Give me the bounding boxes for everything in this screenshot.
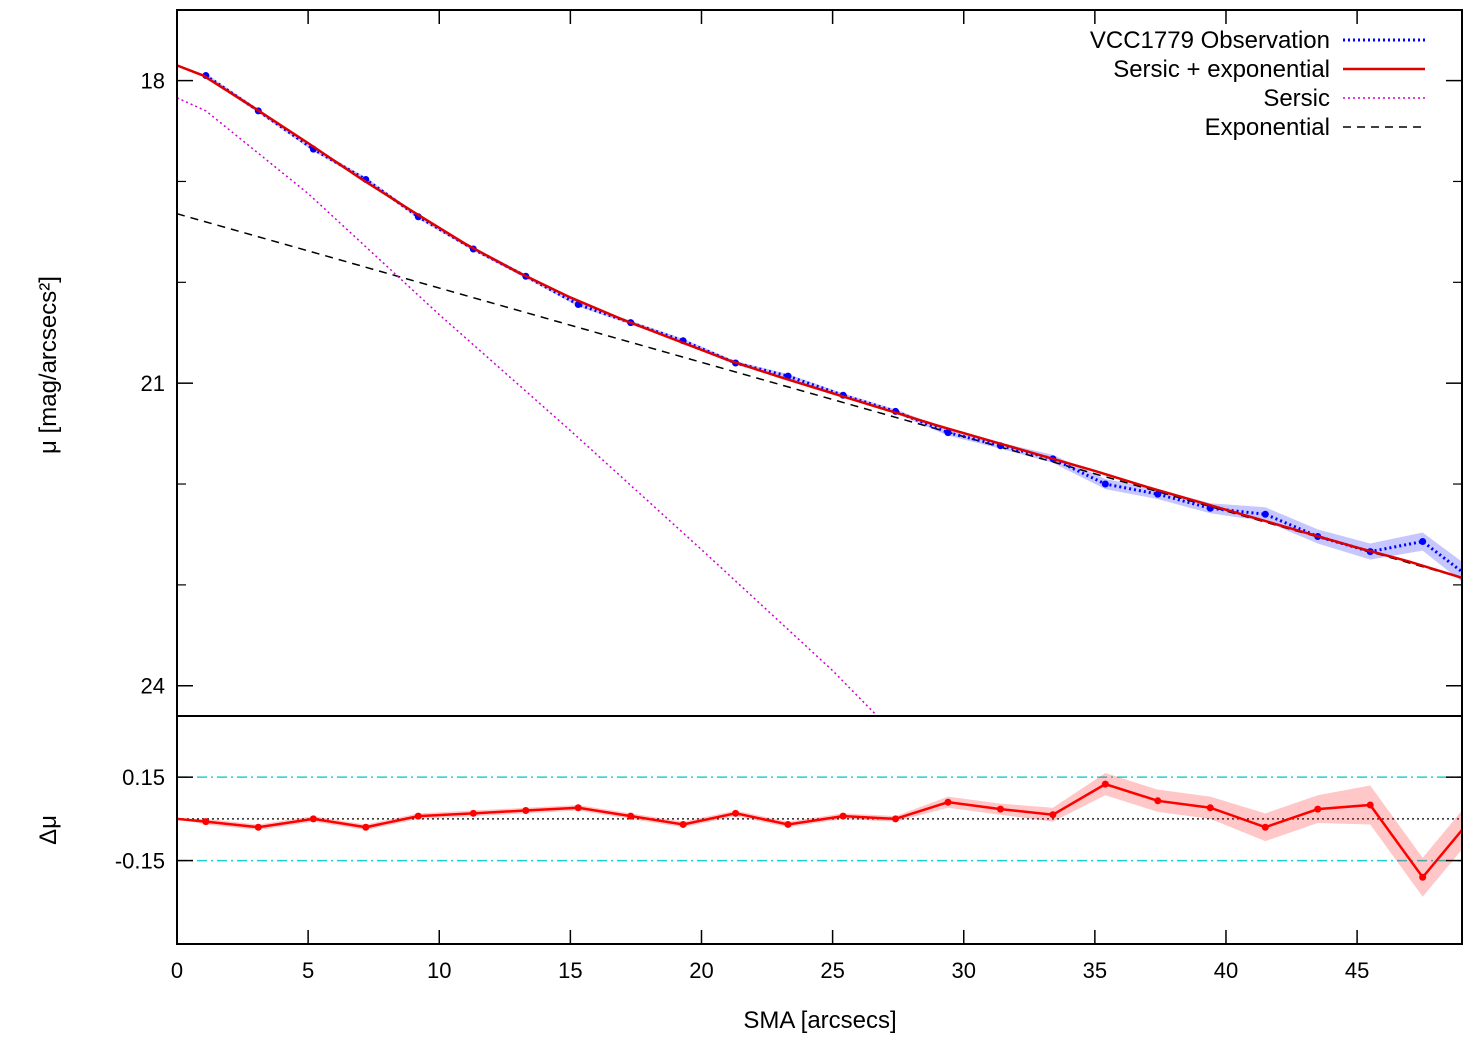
sersic-series: [177, 97, 878, 716]
x-tick-label: 15: [558, 958, 582, 983]
residual-panel-frame: [176, 715, 1463, 945]
y-tick-label-residual: -0.15: [115, 849, 165, 874]
residual-point: [1366, 801, 1374, 809]
y-tick-label-main: 24: [141, 674, 165, 699]
residual-error-band: [177, 773, 1462, 897]
y-tick-label-residual: 0.15: [122, 765, 165, 790]
residual-point: [679, 820, 687, 828]
residual-series: [177, 782, 1462, 880]
y-axis-title-residual: Δμ: [35, 815, 62, 845]
x-tick-label: 20: [689, 958, 713, 983]
sersic-exponential-series: [177, 64, 1462, 580]
residual-point: [1049, 811, 1057, 819]
legend-exponential-label: Exponential: [1205, 114, 1330, 141]
residual-panel: 0.15 -0.15 0 5 10 15 20 25 30 35 40 45: [115, 715, 1463, 983]
observation-point: [1261, 510, 1269, 518]
residual-point: [522, 807, 530, 815]
y-tick-label-main: 21: [141, 371, 165, 396]
residual-point: [1314, 805, 1322, 813]
x-tick-label: 30: [951, 958, 975, 983]
observation-point: [1101, 480, 1109, 488]
residual-point: [839, 812, 847, 820]
residual-point: [627, 812, 635, 820]
residual-point: [1101, 780, 1109, 788]
legend-observation-label: VCC1779 Observation: [1090, 27, 1330, 54]
x-tick-label: 0: [171, 958, 183, 983]
y-tick-label-main: 18: [141, 69, 165, 94]
observation-error-band: [205, 73, 1462, 582]
residual-point: [414, 812, 422, 820]
residual-point: [892, 815, 900, 823]
residual-point: [944, 798, 952, 806]
residual-point: [996, 805, 1004, 813]
residual-point: [574, 804, 582, 812]
residual-point: [469, 809, 477, 817]
x-axis-title: SMA [arcsecs]: [743, 1007, 896, 1034]
residual-point: [362, 823, 370, 831]
observation-point: [1419, 538, 1427, 546]
residual-point: [1261, 823, 1269, 831]
residual-point: [254, 823, 262, 831]
x-tick-label: 25: [820, 958, 844, 983]
x-tick-label: 40: [1214, 958, 1238, 983]
legend-sersic-exponential-label: Sersic + exponential: [1113, 56, 1330, 83]
x-tick-label: 45: [1345, 958, 1369, 983]
residual-point: [1419, 873, 1427, 881]
y-axis-title-main: μ [mag/arcsecs²]: [35, 276, 62, 454]
residual-point: [732, 809, 740, 817]
x-tick-label: 35: [1083, 958, 1107, 983]
residual-point: [309, 815, 317, 823]
observation-point: [944, 429, 952, 437]
residual-point: [1154, 797, 1162, 805]
observation-point: [1154, 490, 1162, 498]
observation-series: [205, 74, 1462, 573]
main-plot-area: [177, 64, 1462, 716]
x-tick-label: 10: [427, 958, 451, 983]
residual-plot-area: [177, 773, 1462, 897]
x-tick-label: 5: [302, 958, 314, 983]
residual-point: [1206, 804, 1214, 812]
legend-sersic-label: Sersic: [1263, 85, 1330, 112]
residual-point: [202, 818, 210, 826]
residual-point: [784, 820, 792, 828]
